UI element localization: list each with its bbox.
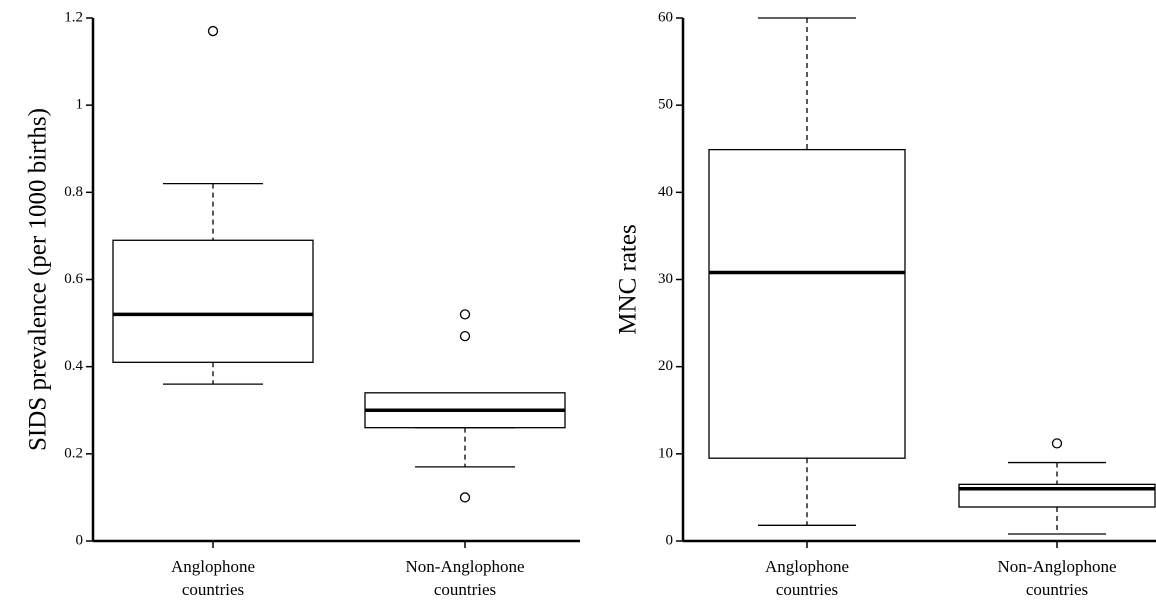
y-tick-label: 1: [76, 97, 84, 113]
y-tick-label: 0.8: [64, 184, 83, 200]
y-tick-label: 1.2: [64, 9, 83, 25]
x-tick-label: Anglophone countries: [170, 557, 256, 599]
box: [112, 239, 314, 363]
y-tick-label: 0.2: [64, 445, 83, 461]
outlier: [459, 331, 471, 342]
x-tick-label: Non-Anglophone countries: [405, 557, 525, 599]
outlier: [207, 25, 219, 37]
y-tick-label: 40: [658, 184, 673, 200]
box: [708, 148, 906, 459]
y-tick-label: 60: [658, 9, 673, 25]
outlier: [459, 492, 471, 503]
x-tick-label: Anglophone countries: [764, 557, 850, 599]
y-axis-title: SIDS prevalence (per 1000 births): [25, 108, 52, 451]
y-tick-label: 10: [658, 445, 673, 461]
y-tick-label: 0.6: [64, 271, 83, 287]
y-tick-label: 20: [658, 358, 673, 374]
outlier: [1051, 438, 1063, 449]
y-axis-title: MNC rates: [615, 224, 642, 334]
outlier: [459, 309, 471, 320]
y-tick-label: 0: [76, 532, 84, 548]
y-tick-label: 0.4: [64, 358, 83, 374]
y-tick-label: 30: [658, 271, 673, 287]
y-tick-label: 0: [666, 532, 674, 548]
x-tick-label: Non-Anglophone countries: [997, 557, 1117, 599]
y-tick-label: 50: [658, 97, 673, 113]
